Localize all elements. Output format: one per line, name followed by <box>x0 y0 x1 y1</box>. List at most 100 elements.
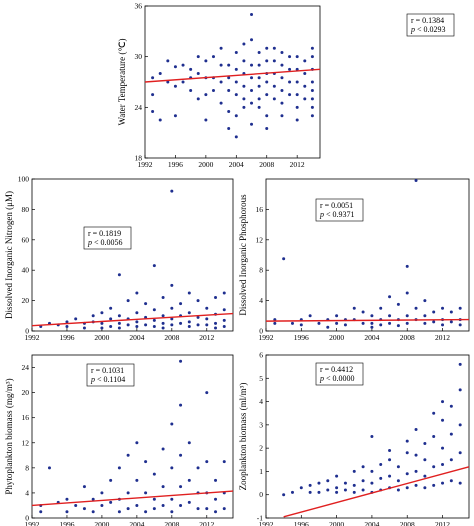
data-point <box>205 460 209 464</box>
y-tick-label: 12 <box>22 438 30 447</box>
data-point <box>109 324 113 328</box>
data-point <box>405 439 409 443</box>
y-axis-label: Water Temperature (℃) <box>117 38 127 125</box>
data-point <box>317 490 321 494</box>
data-point <box>288 80 292 84</box>
data-point <box>449 310 453 314</box>
data-point <box>161 314 165 318</box>
y-tick-label: 36 <box>135 2 143 11</box>
x-tick-label: 1992 <box>25 520 40 526</box>
data-point <box>47 466 51 470</box>
data-point <box>187 478 191 482</box>
data-point <box>388 314 392 318</box>
data-point <box>352 469 356 473</box>
data-point <box>423 299 427 303</box>
chart-panel-3: 1992 1996 2000 2004 2008 2012 0 4 8 12 16 Dissolved… <box>238 178 470 342</box>
data-point <box>326 479 330 483</box>
data-point <box>214 321 218 325</box>
data-point <box>100 311 104 315</box>
data-point <box>100 321 104 325</box>
data-point <box>414 469 418 473</box>
y-tick-label: 4 <box>259 296 263 305</box>
data-point <box>219 101 223 105</box>
data-point <box>396 479 400 483</box>
data-point <box>441 306 445 310</box>
x-tick-label: 2008 <box>164 520 179 526</box>
data-point <box>91 510 95 514</box>
stat-p-value: p < 0.0056 <box>87 238 123 247</box>
data-point <box>214 478 218 482</box>
data-point <box>152 308 156 312</box>
chart-panel-1: 1992 1996 2000 2004 2008 2012 18 24 30 36 Water Te… <box>117 2 455 169</box>
data-point <box>257 50 261 54</box>
data-point <box>74 503 78 507</box>
data-point <box>388 448 392 452</box>
data-point <box>295 118 299 122</box>
data-point <box>405 314 409 318</box>
data-point <box>214 296 218 300</box>
data-point <box>126 491 130 495</box>
x-tick-label: 2004 <box>229 160 244 169</box>
data-point <box>290 490 294 494</box>
data-point <box>414 179 418 183</box>
data-point <box>280 101 284 105</box>
data-point <box>227 63 231 67</box>
y-tick-label: 5 <box>259 374 263 383</box>
data-point <box>151 76 155 80</box>
data-point <box>250 76 254 80</box>
y-tick-label: 80 <box>22 205 30 214</box>
data-point <box>310 46 314 50</box>
data-point <box>242 105 246 109</box>
data-point <box>388 458 392 462</box>
data-point <box>109 306 113 310</box>
data-point <box>170 497 174 501</box>
stat-p-symbol: p <box>319 374 324 383</box>
data-point <box>205 306 209 310</box>
data-point <box>423 321 427 325</box>
x-tick-label: 2008 <box>400 520 415 526</box>
x-tick-label: 2012 <box>290 160 305 169</box>
data-point <box>222 507 226 511</box>
data-point <box>214 497 218 501</box>
y-tick-label: 4 <box>25 488 29 497</box>
y-tick-label: 2 <box>259 444 263 453</box>
stat-r-value: r = 0.4412 <box>320 365 353 374</box>
stat-p-rest: < 0.9371 <box>324 210 355 219</box>
data-point <box>219 80 223 84</box>
data-point <box>222 318 226 322</box>
data-point <box>227 126 231 130</box>
data-point <box>280 76 284 80</box>
data-point <box>166 59 170 63</box>
data-point <box>82 485 86 489</box>
data-point <box>181 80 185 84</box>
data-point <box>234 114 238 118</box>
data-point <box>205 317 209 321</box>
y-tick-label: 1 <box>259 467 263 476</box>
data-point <box>179 302 183 306</box>
data-point <box>196 72 200 76</box>
data-point <box>299 323 303 327</box>
data-point <box>335 321 339 325</box>
data-point <box>432 310 436 314</box>
stat-box <box>315 362 364 386</box>
data-point <box>396 302 400 306</box>
data-point <box>117 273 121 277</box>
x-tick-label: 1996 <box>294 520 309 526</box>
x-tick-label: 2004 <box>129 333 144 342</box>
data-point <box>109 317 113 321</box>
data-point <box>135 441 139 445</box>
data-point <box>250 38 254 42</box>
data-point <box>173 114 177 118</box>
x-tick-label: 2000 <box>94 333 109 342</box>
data-point <box>414 453 418 457</box>
data-point <box>265 93 269 97</box>
data-point <box>423 486 427 490</box>
y-axis-label: Phytoplankton biomass (mg/m³) <box>4 378 14 494</box>
x-tick-label: 1996 <box>59 520 74 526</box>
data-point <box>205 323 209 327</box>
data-point <box>280 88 284 92</box>
data-point <box>211 88 215 92</box>
data-point <box>405 451 409 455</box>
y-tick-label: 16 <box>256 205 264 214</box>
data-point <box>295 80 299 84</box>
